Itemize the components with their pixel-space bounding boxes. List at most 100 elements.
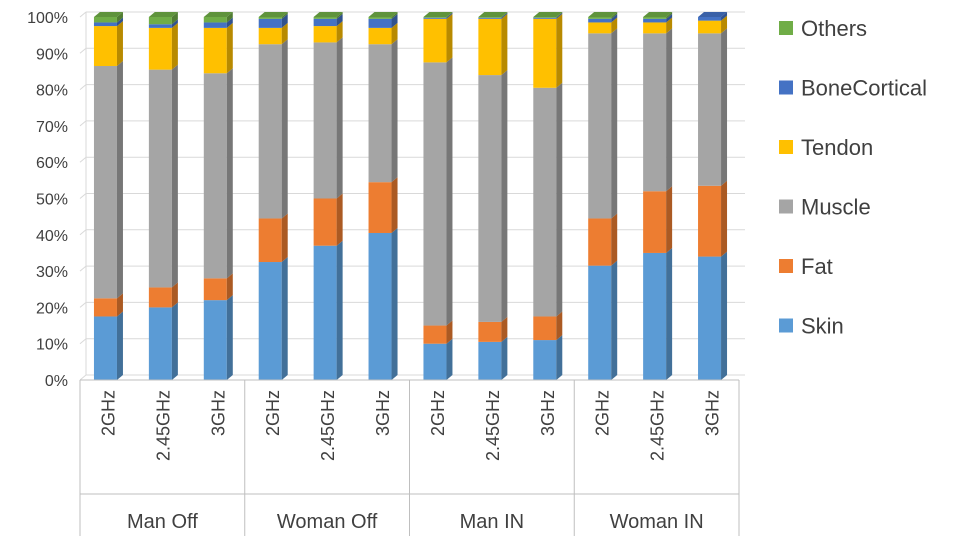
- bar-segment-skin: [258, 262, 282, 380]
- bar-segment-skin: [368, 232, 392, 380]
- legend-label: Fat: [801, 254, 833, 279]
- bar-segment-bonecortical: [203, 22, 227, 28]
- bar-segment-fat: [588, 218, 612, 266]
- bar-side-muscle: [171, 64, 178, 288]
- y-tick-label: 40%: [36, 228, 68, 245]
- bar-side-muscle: [336, 37, 343, 199]
- bar-side-skin: [336, 240, 343, 380]
- bar-segment-tendon: [258, 27, 282, 45]
- bar-segment-fat: [643, 191, 667, 253]
- bars: [93, 12, 728, 380]
- bar-side-others: [226, 12, 233, 23]
- gridlines: [79, 11, 745, 381]
- legend-label: Muscle: [801, 195, 871, 220]
- x-category-label: 2GHz: [98, 390, 118, 436]
- bar-side-fat: [336, 193, 343, 246]
- gridline-depth: [79, 265, 87, 272]
- bar-segment-skin: [203, 300, 227, 380]
- bar-segment-tendon: [698, 20, 722, 34]
- bar-side-muscle: [226, 68, 233, 279]
- bar-side-bonecortical: [281, 13, 288, 28]
- gridline-depth: [79, 229, 87, 236]
- x-group-label: Man IN: [460, 511, 524, 533]
- bar-segment-muscle: [478, 75, 502, 322]
- bar-segment-others: [368, 17, 392, 19]
- x-category-label: 2.45GHz: [153, 390, 173, 461]
- bar-side-skin: [281, 257, 288, 380]
- bar-segment-muscle: [368, 44, 392, 183]
- bar-side-muscle: [391, 39, 398, 183]
- bar-segment-skin: [698, 256, 722, 380]
- bar-segment-bonecortical: [698, 17, 722, 21]
- y-tick-label: 30%: [36, 264, 68, 281]
- bar-side-others: [116, 12, 123, 23]
- bar-side-skin: [171, 302, 178, 380]
- bar-side-fat: [501, 316, 508, 342]
- bar-segment-others: [423, 17, 447, 18]
- legend-swatch-fat: [779, 259, 793, 273]
- bar-top: [533, 12, 563, 17]
- bar-side-tendon: [336, 21, 343, 43]
- bar-segment-skin: [478, 341, 502, 380]
- y-tick-label: 10%: [36, 337, 68, 354]
- bar-side-bonecortical: [501, 12, 508, 19]
- bar-segment-fat: [423, 325, 447, 344]
- bar-stack: [643, 12, 673, 380]
- bar-segment-skin: [148, 307, 172, 380]
- bar-side-fat: [556, 311, 563, 341]
- bar-side-others: [556, 12, 563, 18]
- bar-side-others: [171, 12, 178, 25]
- bar-segment-skin: [423, 343, 447, 380]
- bar-top: [643, 12, 673, 17]
- legend-label: BoneCortical: [801, 76, 927, 101]
- gridline-depth: [79, 338, 87, 345]
- bar-segment-others: [313, 17, 337, 19]
- bar-side-tendon: [116, 21, 123, 67]
- bar-side-skin: [721, 251, 728, 380]
- bar-segment-tendon: [313, 26, 337, 43]
- bar-segment-fat: [368, 182, 392, 233]
- bar-side-muscle: [281, 39, 288, 219]
- x-category-label: 3GHz: [208, 390, 228, 436]
- bar-side-skin: [391, 227, 398, 380]
- bar-segment-others: [203, 17, 227, 23]
- bar-segment-tendon: [93, 26, 117, 67]
- bar-segment-muscle: [203, 73, 227, 279]
- bar-segment-tendon: [423, 18, 447, 63]
- bar-side-tendon: [666, 17, 673, 34]
- bar-side-bonecortical: [721, 12, 728, 21]
- bar-top: [478, 12, 508, 17]
- bar-top: [423, 12, 453, 17]
- bar-stack: [533, 12, 563, 380]
- legend-swatch-bonecortical: [779, 80, 793, 95]
- bar-segment-skin: [588, 265, 612, 380]
- bar-segment-skin: [643, 252, 667, 380]
- x-category-label: 2GHz: [428, 390, 448, 436]
- legend-swatch-skin: [779, 318, 793, 333]
- bar-segment-bonecortical: [368, 18, 392, 28]
- bar-segment-tendon: [533, 18, 557, 88]
- bar-stack: [698, 12, 728, 380]
- y-tick-label: 70%: [36, 119, 68, 136]
- gridline-depth: [79, 120, 87, 127]
- bar-segment-others: [643, 17, 667, 19]
- x-category-label: 2.45GHz: [318, 390, 338, 461]
- bar-side-muscle: [556, 82, 563, 317]
- bar-segment-others: [533, 17, 557, 18]
- bar-top: [698, 12, 728, 17]
- bar-segment-bonecortical: [313, 18, 337, 27]
- legend: Others BoneCortical Tendon Muscle Fat Skin: [779, 16, 927, 339]
- bar-segment-muscle: [423, 62, 447, 326]
- bar-side-tendon: [721, 15, 728, 34]
- bar-segment-tendon: [643, 22, 667, 34]
- bar-stack: [203, 12, 233, 380]
- bar-segment-fat: [533, 316, 557, 341]
- legend-swatch-tendon: [779, 140, 793, 154]
- bar-segment-muscle: [313, 42, 337, 199]
- axes: 0% 10% 20% 30% 40% 50% 60% 70% 80% 90% 100% 2GHz 2.4…: [27, 10, 740, 536]
- bar-top: [368, 12, 398, 17]
- bar-side-tendon: [391, 22, 398, 45]
- gridline-depth: [79, 47, 87, 54]
- bar-side-bonecortical: [391, 13, 398, 28]
